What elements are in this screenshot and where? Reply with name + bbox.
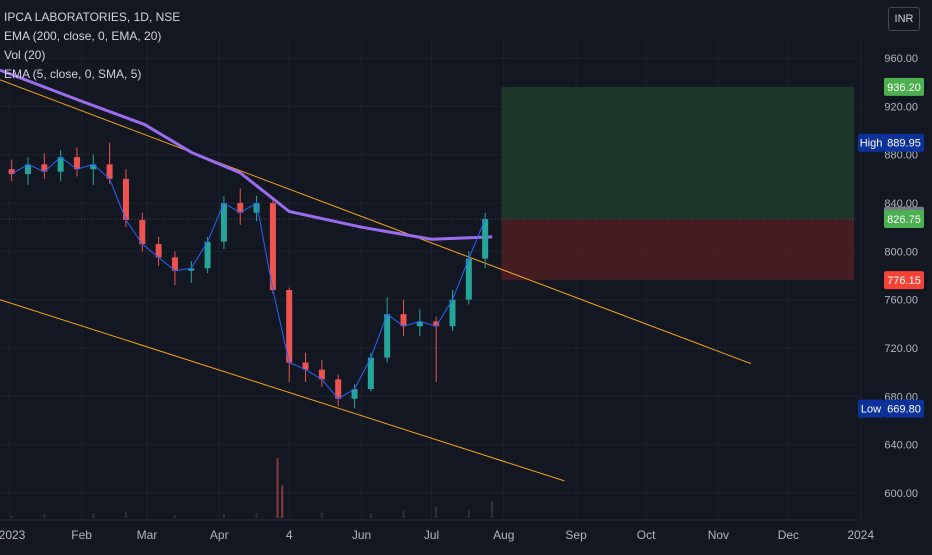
- ema200-line: [0, 68, 493, 241]
- low-price-badge-text: 669.80: [887, 404, 921, 416]
- candle-body: [253, 203, 260, 213]
- candle-body: [449, 299, 456, 327]
- volume-bar: [435, 507, 438, 518]
- y-tick-label: 960.00: [884, 53, 918, 65]
- candle-body: [335, 379, 342, 399]
- indicator-ema5[interactable]: EMA (5, close, 0, SMA, 5): [4, 67, 142, 81]
- target-zone: [501, 86, 854, 220]
- volume-bar: [124, 512, 127, 518]
- y-tick-label: 640.00: [884, 440, 918, 452]
- high-price-badge-text: 889.95: [887, 138, 921, 150]
- indicator-ema200[interactable]: EMA (200, close, 0, EMA, 20): [4, 29, 162, 43]
- trendline: [0, 79, 752, 365]
- x-tick-label: Jun: [352, 528, 371, 542]
- candle-body: [286, 290, 293, 363]
- candle-body: [204, 241, 211, 269]
- target-price-badge: [884, 77, 924, 96]
- low-price-badge: [884, 399, 924, 418]
- candle-body: [41, 164, 48, 172]
- volume-bar: [43, 514, 46, 518]
- symbol-title[interactable]: IPCA LABORATORIES, 1D, NSE: [4, 10, 181, 24]
- trendline: [0, 299, 565, 482]
- indicator-volume[interactable]: Vol (20): [4, 48, 46, 62]
- stop-price-badge-text: 776.15: [887, 275, 921, 287]
- candle-body: [220, 203, 227, 242]
- x-tick-label: Jul: [424, 528, 439, 542]
- candle-body: [269, 203, 276, 291]
- volume-bar: [255, 513, 258, 518]
- candle-body: [73, 157, 80, 170]
- x-tick-label: 2023: [0, 528, 26, 542]
- stop-price-badge: [884, 271, 924, 290]
- candle-body: [155, 244, 162, 258]
- candle-body: [106, 164, 113, 179]
- candle-body: [302, 362, 309, 370]
- candle-body: [367, 357, 374, 390]
- last-price-badge: [884, 210, 924, 229]
- x-tick-label: 2024: [847, 528, 874, 542]
- candle-body: [433, 321, 440, 327]
- candle-body: [384, 314, 391, 358]
- volume-bar: [320, 512, 323, 518]
- x-tick-label: Feb: [71, 528, 92, 542]
- y-tick-label: 920.00: [884, 101, 918, 113]
- low-price-label: Low: [861, 404, 881, 416]
- candle-body: [318, 369, 325, 380]
- candle-body: [57, 157, 64, 172]
- candle-body: [122, 178, 129, 220]
- candle-body: [8, 169, 15, 175]
- candle-body: [482, 219, 489, 259]
- volume-bar: [222, 514, 225, 518]
- currency-button[interactable]: INR: [888, 7, 920, 31]
- x-tick-label: Nov: [708, 528, 729, 542]
- y-tick-label: 880.00: [884, 150, 918, 162]
- candle-body: [351, 389, 358, 399]
- volume-bar: [281, 485, 284, 518]
- volume-bar: [369, 513, 372, 518]
- volume-bar: [467, 510, 470, 518]
- stop-zone: [501, 219, 854, 281]
- y-tick-label: 760.00: [884, 295, 918, 307]
- y-tick-label: 600.00: [884, 488, 918, 500]
- y-tick-label: 800.00: [884, 246, 918, 258]
- candle-body: [139, 219, 146, 245]
- x-tick-label: Oct: [637, 528, 656, 542]
- x-tick-label: Dec: [778, 528, 799, 542]
- candle-body: [400, 314, 407, 327]
- volume-bar: [276, 458, 279, 518]
- last-price-badge-text: 826.75: [887, 214, 921, 226]
- candle-body: [416, 321, 423, 327]
- high-price-label: High: [860, 138, 883, 150]
- volume-bar: [92, 513, 95, 518]
- candle-body: [237, 203, 244, 213]
- ema5-line: [11, 156, 486, 400]
- x-tick-label: Mar: [137, 528, 158, 542]
- candle-body: [465, 258, 472, 300]
- low-price-label-box: [858, 399, 884, 418]
- candle-body: [188, 268, 195, 271]
- high-price-label-box: [858, 133, 884, 152]
- high-price-badge: [884, 133, 924, 152]
- chart-legend: IPCA LABORATORIES, 1D, NSE EMA (200, clo…: [4, 8, 180, 84]
- volume-bar: [10, 515, 13, 518]
- candle-body: [171, 257, 178, 271]
- volume-bar: [173, 515, 176, 518]
- x-tick-label: Apr: [210, 528, 229, 542]
- volume-bar: [491, 501, 494, 518]
- volume-bar: [402, 510, 405, 518]
- x-tick-label: 4: [286, 528, 293, 542]
- candle-body: [90, 164, 97, 170]
- candle-body: [24, 164, 31, 175]
- x-tick-label: Sep: [565, 528, 587, 542]
- x-tick-label: Aug: [493, 528, 514, 542]
- y-tick-label: 720.00: [884, 343, 918, 355]
- target-price-badge-text: 936.20: [887, 82, 921, 94]
